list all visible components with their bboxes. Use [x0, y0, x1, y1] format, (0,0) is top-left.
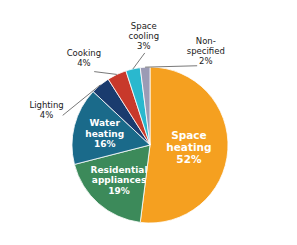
slices: [72, 67, 228, 223]
category-label: Cooking: [67, 48, 101, 58]
value-label: 16%: [94, 139, 116, 149]
value-label: 19%: [108, 186, 130, 196]
value-label: 52%: [176, 153, 202, 165]
labels: Spaceheating52%Residentialappliances19%W…: [29, 21, 224, 195]
slice: [126, 68, 150, 145]
slice-label: Spacecooling3%: [129, 21, 160, 51]
value-label: 4%: [77, 58, 91, 68]
category-label: Non-: [196, 36, 216, 46]
category-label: Water: [89, 118, 120, 128]
category-label: Lighting: [29, 100, 63, 110]
slice-label: Lighting4%: [29, 100, 63, 120]
leader-line: [63, 85, 101, 115]
category-label: specified: [187, 46, 225, 56]
leader-line: [94, 72, 117, 75]
slice-label: Spaceheating52%: [166, 129, 211, 165]
category-label: appliances: [92, 175, 146, 185]
category-label: Space: [131, 21, 157, 31]
value-label: 3%: [137, 41, 151, 51]
category-label: Space: [171, 129, 207, 141]
slice: [140, 67, 228, 223]
value-label: 4%: [40, 110, 54, 120]
category-label: Residential: [91, 165, 148, 175]
slice-label: Residentialappliances19%: [91, 165, 148, 196]
category-label: heating: [166, 141, 211, 153]
category-label: heating: [85, 129, 124, 139]
leader-line: [145, 66, 197, 67]
value-label: 2%: [199, 56, 213, 66]
chart: Spaceheating52%Residentialappliances19%W…: [0, 0, 297, 245]
slice-label: Non-specified2%: [187, 36, 225, 66]
slice: [140, 67, 150, 145]
category-label: cooling: [129, 31, 160, 41]
leader-line: [133, 53, 145, 69]
slice-label: Cooking4%: [67, 48, 101, 68]
slice-label: Waterheating16%: [85, 118, 124, 149]
